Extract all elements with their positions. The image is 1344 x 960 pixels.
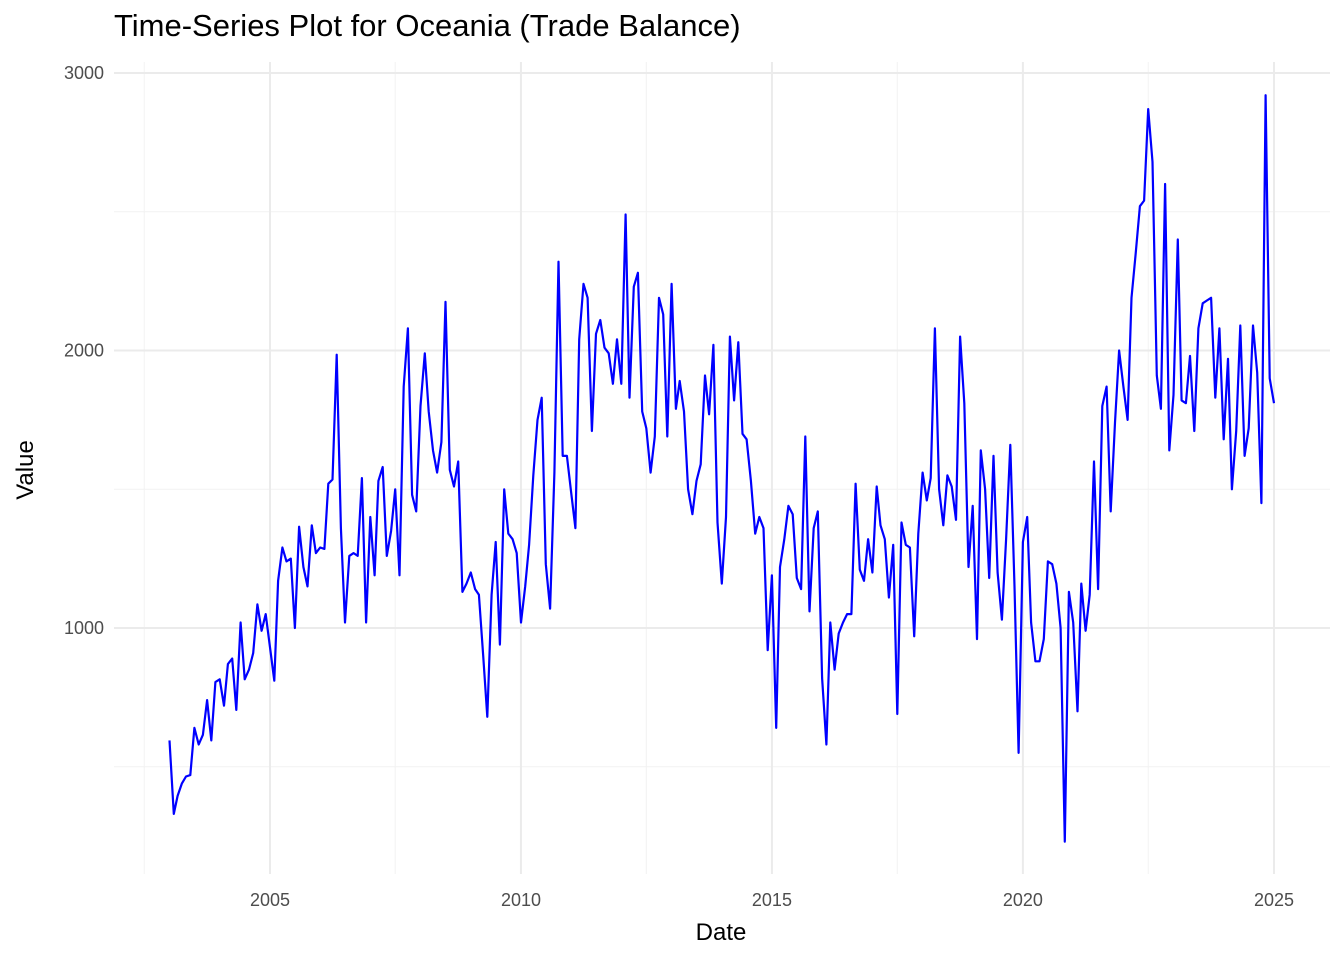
x-tick-label: 2020 xyxy=(1003,890,1043,910)
y-axis-ticks: 1000 2000 3000 xyxy=(64,63,104,638)
major-gridlines xyxy=(114,62,1330,874)
minor-gridlines xyxy=(114,62,1330,874)
y-axis-title: Value xyxy=(12,440,39,500)
x-tick-label: 2010 xyxy=(501,890,541,910)
x-tick-label: 2025 xyxy=(1254,890,1294,910)
y-tick-label: 2000 xyxy=(64,341,104,361)
x-tick-label: 2015 xyxy=(752,890,792,910)
y-tick-label: 3000 xyxy=(64,63,104,83)
x-axis-title: Date xyxy=(696,919,747,946)
chart-title: Time-Series Plot for Oceania (Trade Bala… xyxy=(114,8,741,43)
x-tick-label: 2005 xyxy=(250,890,290,910)
series-line xyxy=(168,94,1276,843)
x-axis-ticks: 2005 2010 2015 2020 2025 xyxy=(250,890,1294,910)
series-layer xyxy=(168,94,1276,843)
y-tick-label: 1000 xyxy=(64,618,104,638)
